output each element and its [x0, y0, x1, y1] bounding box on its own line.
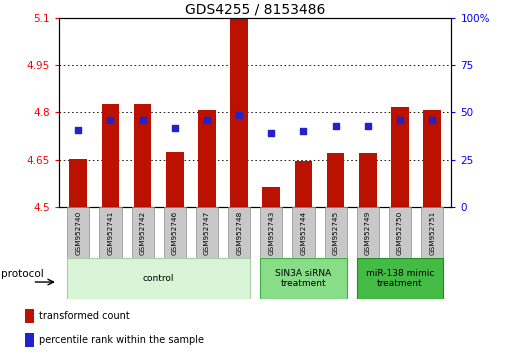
Text: GSM952751: GSM952751: [429, 211, 435, 255]
FancyBboxPatch shape: [196, 207, 218, 258]
Point: [235, 112, 243, 118]
Text: GSM952741: GSM952741: [107, 211, 113, 255]
Bar: [25, 333, 34, 347]
Text: GSM952750: GSM952750: [397, 211, 403, 255]
FancyBboxPatch shape: [100, 207, 122, 258]
Point: [364, 123, 372, 129]
Bar: [25, 309, 34, 323]
Bar: [294, 161, 312, 207]
Text: control: control: [143, 274, 174, 283]
FancyBboxPatch shape: [421, 207, 443, 258]
Point: [428, 118, 436, 123]
FancyBboxPatch shape: [357, 207, 379, 258]
FancyBboxPatch shape: [67, 258, 250, 299]
Bar: [230, 18, 248, 207]
FancyBboxPatch shape: [357, 258, 443, 299]
Point: [267, 130, 275, 136]
Title: GDS4255 / 8153486: GDS4255 / 8153486: [185, 2, 325, 17]
Text: GSM952742: GSM952742: [140, 211, 146, 255]
Text: GSM952747: GSM952747: [204, 211, 210, 255]
FancyBboxPatch shape: [164, 207, 186, 258]
FancyBboxPatch shape: [260, 258, 347, 299]
Bar: [69, 159, 87, 207]
Point: [203, 118, 211, 123]
Bar: [327, 153, 345, 207]
Text: protocol: protocol: [1, 269, 44, 279]
Point: [171, 125, 179, 130]
Point: [300, 129, 308, 134]
FancyBboxPatch shape: [228, 207, 250, 258]
Bar: [423, 110, 441, 207]
Bar: [102, 104, 120, 207]
Point: [331, 123, 340, 129]
Text: SIN3A siRNA
treatment: SIN3A siRNA treatment: [275, 269, 331, 289]
Text: transformed count: transformed count: [38, 311, 129, 321]
Text: GSM952740: GSM952740: [75, 211, 81, 255]
FancyBboxPatch shape: [131, 207, 154, 258]
FancyBboxPatch shape: [389, 207, 411, 258]
Text: miR-138 mimic
treatment: miR-138 mimic treatment: [366, 269, 434, 289]
Text: GSM952743: GSM952743: [268, 211, 274, 255]
FancyBboxPatch shape: [260, 207, 282, 258]
Bar: [134, 104, 151, 207]
Bar: [166, 152, 184, 207]
Text: GSM952745: GSM952745: [332, 211, 339, 255]
FancyBboxPatch shape: [67, 207, 89, 258]
FancyBboxPatch shape: [325, 207, 347, 258]
Text: GSM952748: GSM952748: [236, 211, 242, 255]
Bar: [198, 110, 216, 207]
Text: GSM952746: GSM952746: [172, 211, 178, 255]
Bar: [359, 153, 377, 207]
Point: [396, 118, 404, 123]
Text: GSM952749: GSM952749: [365, 211, 371, 255]
Bar: [263, 187, 280, 207]
Text: GSM952744: GSM952744: [301, 211, 306, 255]
Point: [139, 118, 147, 123]
FancyBboxPatch shape: [292, 207, 314, 258]
Text: percentile rank within the sample: percentile rank within the sample: [38, 335, 204, 345]
Point: [74, 127, 83, 133]
Point: [106, 118, 114, 123]
Bar: [391, 107, 409, 207]
